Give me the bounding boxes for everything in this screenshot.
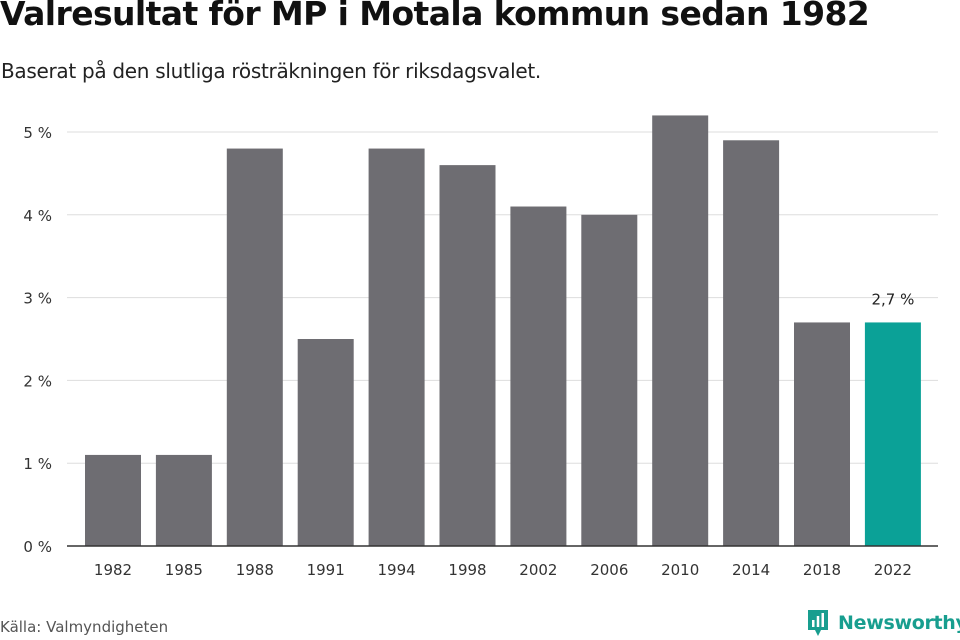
data-label: 2,7 %: [871, 290, 914, 308]
bar: [510, 206, 567, 546]
x-tick-label: 1988: [236, 561, 274, 579]
x-tick-label: 1982: [94, 561, 132, 579]
bar: [368, 148, 425, 546]
x-tick-label: 1994: [378, 561, 416, 579]
x-tick-label: 2010: [661, 561, 699, 579]
bar: [439, 165, 496, 546]
bar-chart: 0 % 1 % 2 % 3 % 4 % 5 % 1982 1985 1988 1991 1994 19…: [23, 115, 938, 579]
chart-subtitle: Baserat på den slutliga rösträkningen fö…: [1, 59, 541, 83]
x-tick-label: 1985: [165, 561, 203, 579]
x-tick-label: 2018: [803, 561, 841, 579]
x-tick-label: 2022: [874, 561, 912, 579]
newsworthy-logo-icon: [808, 610, 828, 636]
bar: [297, 339, 354, 546]
bar: [155, 454, 212, 546]
y-tick-label: 3 %: [23, 290, 52, 308]
x-tick-label: 2002: [519, 561, 557, 579]
x-tick-label: 2014: [732, 561, 770, 579]
bar: [652, 115, 709, 546]
x-tick-label: 1998: [448, 561, 486, 579]
brand-logo[interactable]: Newsworthy: [806, 608, 960, 638]
y-tick-label: 4 %: [23, 207, 52, 225]
y-tick-label: 1 %: [23, 455, 52, 473]
bar: [864, 322, 921, 546]
bar: [85, 454, 141, 546]
brand-name: Newsworthy: [838, 612, 960, 634]
bar: [581, 214, 638, 547]
x-tick-label: 1991: [307, 561, 345, 579]
bar: [794, 322, 850, 546]
bar: [226, 148, 283, 546]
y-tick-label: 5 %: [23, 124, 52, 142]
y-tick-label: 2 %: [23, 372, 52, 390]
x-tick-label: 2006: [590, 561, 628, 579]
bar: [723, 140, 780, 546]
chart-title: Valresultat för MP i Motala kommun sedan…: [0, 0, 870, 33]
source-note: Källa: Valmyndigheten: [0, 618, 169, 636]
y-tick-label: 0 %: [23, 538, 52, 556]
